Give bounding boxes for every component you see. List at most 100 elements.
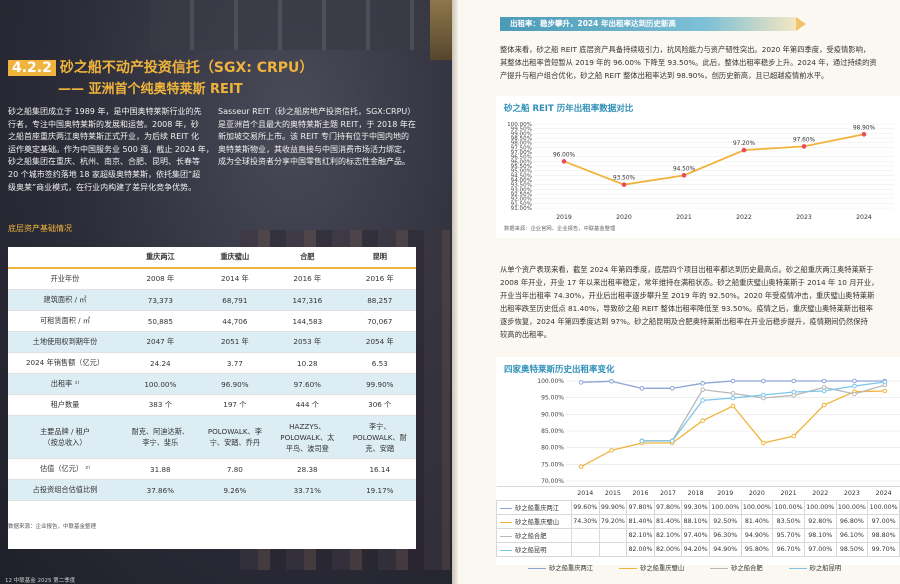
chart2-data-label: 79.20%	[598, 514, 628, 529]
chart2-data-label: 99.90%	[598, 500, 628, 515]
chart2-ytick-label: 75.00%	[541, 461, 564, 468]
chart1-source: 数据来源：企业官网、企业报告，中联基金整理	[504, 226, 616, 232]
asset-row-label: 租户数量	[8, 394, 122, 416]
chart2-data-label: 100.00%	[803, 500, 837, 515]
asset-cell: 31.88	[122, 458, 199, 480]
asset-cell: 383 个	[122, 394, 199, 416]
asset-cell: 99.90%	[343, 373, 416, 395]
chart2-xtick-label: 2022	[804, 486, 837, 501]
chart2-data-label: 96.30%	[708, 528, 742, 543]
asset-cell: 88,257	[343, 289, 416, 311]
assets-line-3: 出租率跌至历史低点 81.40%，导致砂之船 REIT 整体出租率降低至 93.…	[500, 304, 874, 313]
chart2-point-1	[609, 448, 614, 453]
table-row: 出租率 ¹⁾ 100.00% 96.90% 97.60% 99.90%	[8, 373, 416, 395]
asset-col-header-1: 重庆两江	[122, 247, 199, 269]
asset-table-panel: 重庆两江 重庆璧山 合肥 昆明 开业年份 2008 年 2014 年 2016 年 2016 年…	[8, 247, 416, 549]
chart2-xtick-label: 2021	[772, 486, 805, 501]
background-lamp	[430, 0, 452, 60]
chart2-xtick-label: 2024	[867, 486, 900, 501]
asset-row-label: 开业年份	[8, 268, 122, 290]
table-row: 开业年份 2008 年 2014 年 2016 年 2016 年	[8, 268, 416, 290]
reit-line-0: Sasseur REIT（砂之船房地产投资信托，SGX:CRPU）	[218, 107, 416, 116]
asset-cell: 28.38	[271, 458, 344, 480]
chart2-data-label: 94.20%	[681, 542, 710, 557]
intro-line-0: 砂之船集团成立于 1989 年，是中国奥特莱斯行业的先	[8, 107, 202, 116]
chart1-ytick-label: 100.00%	[507, 122, 532, 128]
chart1-point	[681, 173, 687, 178]
chart2-xtick-label: 2020	[741, 486, 773, 501]
table-row: 土地使用权到期年份 2047 年 2051 年 2053 年 2054 年	[8, 331, 416, 353]
chart2-ytick-label: 70.00%	[541, 478, 564, 485]
chart2-data-label: 97.80%	[653, 500, 683, 515]
chart2-data-label: 82.00%	[653, 542, 683, 557]
legend-swatch	[528, 567, 546, 569]
asset-cell: 2051 年	[198, 331, 272, 353]
chart1-xtick-label: 2023	[796, 214, 812, 221]
chart2-data-label: 100.00%	[708, 500, 742, 515]
table-row: 建筑面积 / ㎡ 73,373 68,791 147,316 88,257	[8, 289, 416, 311]
legend-swatch	[788, 567, 807, 569]
asset-row-label: 2024 年销售额（亿元）	[8, 352, 122, 374]
asset-cell: 2047 年	[122, 331, 199, 353]
chart2-data-label: 88.10%	[681, 514, 710, 529]
chart2-point-1	[761, 440, 766, 446]
chart2-data-label: 100.00%	[740, 500, 774, 515]
chart2-point-3	[791, 389, 797, 395]
page-gutter	[452, 0, 458, 584]
legend-swatch	[619, 567, 638, 569]
intro-line-6: 级奥莱”商业模式，在行业内构建了差异化竞争优势。	[8, 182, 197, 192]
chart2-data-label: 97.40%	[681, 528, 710, 543]
asset-cell: 耐克、阿迪达斯、 李宁、斐乐	[122, 415, 199, 459]
chart2-point-0	[791, 378, 797, 384]
chart1-ytick-label: 95.50%	[511, 164, 532, 170]
chart1-ytick-label: 99.00%	[511, 131, 532, 137]
assets-line-4: 逐步恢复，2024 年第四季度达到 97%。砂之船昆明及合肥奥特莱斯出租率在开业…	[500, 317, 868, 326]
chart2-svg: 70.00% 75.00% 80.00% 85.00% 90.00% 95.00% 100.…	[537, 378, 900, 485]
chart2-xtick-label: 2018	[681, 486, 710, 501]
chart1-data-label: 93.50%	[613, 176, 636, 182]
chart1-ytick-label: 97.50%	[511, 145, 532, 151]
chart1-ytick-label: 94.00%	[511, 178, 532, 184]
section-number: 4.2.2	[8, 60, 56, 76]
legend-item: 砂之船重庆璧山	[619, 565, 684, 572]
chart2-point-2	[730, 391, 736, 396]
chart1-ytick-label: 94.50%	[511, 173, 532, 179]
asset-cell: 50,885	[122, 310, 199, 332]
chart1-title: 砂之船 REIT 历年出租率数据对比	[504, 104, 634, 114]
chart2-table-corner	[496, 486, 572, 501]
chart2-data-label: 99.30%	[681, 500, 710, 515]
asset-cell: 197 个	[198, 394, 272, 416]
chart1-xtick-label: 2024	[856, 214, 872, 221]
legend-swatch	[710, 567, 729, 569]
chart1-point	[621, 182, 627, 187]
chart2-data-label: 81.40%	[626, 514, 655, 529]
chart2-data-label: 100.00%	[835, 500, 869, 515]
table-row: 砂之船重庆璧山 74.30% 79.20% 81.40% 81.40% 88.10% 92.…	[496, 514, 900, 529]
chart2-point-0	[761, 378, 766, 384]
asset-table-title: 底层资产基础情况	[8, 224, 72, 233]
asset-cell: 2016 年	[343, 268, 416, 290]
chart2-data-label: 97.00%	[867, 514, 900, 529]
chart2-series-name: 砂之船重庆两江	[496, 500, 572, 515]
asset-cell: 2014 年	[198, 268, 272, 290]
asset-row-label: 可租赁面积 / ㎡	[8, 310, 122, 332]
chart2-point-1	[730, 403, 736, 409]
chart2-data-label: 92.80%	[803, 514, 837, 529]
chart2-data-label: 95.80%	[740, 542, 774, 557]
right-page: 出租率：稳步攀升，2024 年出租率达到历史新高 整体来看，砂之船 REIT 底…	[458, 0, 900, 584]
chart1-ytick-label: 91.50%	[511, 201, 532, 207]
table-row: 砂之船昆明 82.00% 82.00% 94.20% 94.90% 95.80% 96.70…	[496, 542, 900, 557]
chart1-data-label: 97.60%	[793, 137, 816, 143]
background-shelf	[150, 0, 450, 50]
section-title: 砂之船不动产投资信托（SGX: CRPU）	[59, 60, 314, 76]
chart2-point-2	[700, 387, 705, 392]
series-swatch	[500, 521, 512, 523]
chart2-data-label: 82.00%	[626, 542, 655, 557]
chart2-point-1	[700, 418, 705, 423]
asset-col-header-0	[8, 247, 122, 269]
chart2-title: 四家奥特莱斯历史出租率变化	[504, 365, 615, 375]
chart2-data-label: 82.10%	[653, 528, 683, 543]
asset-cell: 33.71%	[271, 479, 344, 501]
series-swatch	[500, 535, 512, 537]
chart2-xtick-label: 2023	[836, 486, 868, 501]
